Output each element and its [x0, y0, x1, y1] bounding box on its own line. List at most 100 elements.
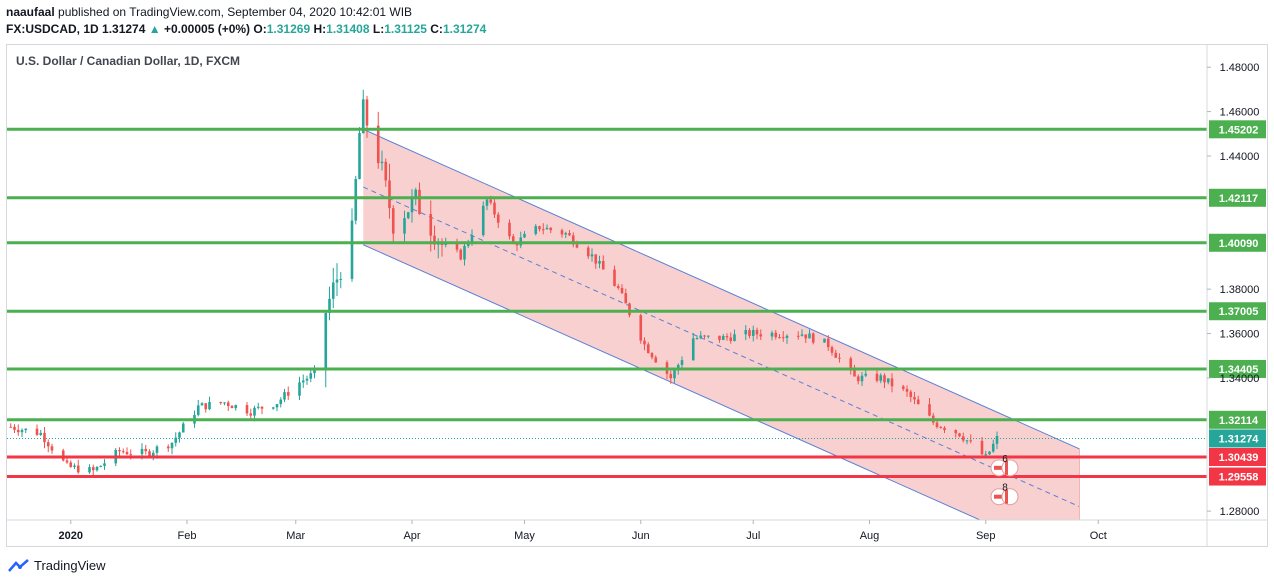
candle-body: [654, 357, 658, 363]
candle-body: [751, 329, 755, 336]
footer-brand[interactable]: TradingView: [34, 558, 106, 573]
candle-body: [639, 315, 643, 341]
level-price-label-6: 1.30439: [1219, 452, 1259, 464]
candle-body: [549, 227, 553, 231]
candle-body: [916, 399, 920, 405]
x-tick-label-6: Jul: [746, 530, 760, 542]
candle-body: [800, 334, 804, 336]
candle-body: [954, 430, 958, 434]
published-text: published on TradingView.com, September …: [58, 5, 413, 19]
candle-body: [875, 373, 879, 381]
candle-body: [283, 392, 286, 400]
candle-body: [226, 402, 230, 407]
candle-body: [838, 357, 841, 359]
candle-body: [125, 451, 129, 455]
candle-body: [260, 406, 264, 409]
candle-body: [691, 338, 695, 361]
y-tick-label-4: 1.36000: [1220, 329, 1260, 341]
candle-body: [271, 407, 275, 409]
close-label: C:: [430, 22, 443, 36]
candle-body: [249, 413, 253, 416]
candle-body: [174, 437, 178, 443]
candle-body: [853, 369, 856, 377]
candle-body: [99, 465, 103, 467]
level-price-label-bg-2: [1209, 233, 1266, 252]
candle-body: [826, 338, 830, 348]
low-value: 1.31125: [384, 22, 427, 36]
candle-body: [376, 125, 380, 164]
candle-body: [313, 369, 316, 374]
candle-body: [646, 344, 650, 354]
candle-body: [703, 335, 706, 337]
candle-body: [594, 254, 598, 264]
candle-body: [856, 376, 860, 382]
candle-body: [961, 436, 965, 441]
candle-body: [391, 208, 395, 234]
x-tick-label-5: Jun: [632, 530, 650, 542]
chart-pane[interactable]: [6, 44, 1268, 547]
candle-body: [571, 235, 575, 245]
x-tick-label-8: Sep: [976, 530, 996, 542]
candle-body: [695, 338, 699, 340]
canada-flag-band: [1005, 489, 1008, 504]
candle-body: [913, 397, 916, 400]
candle-body: [523, 233, 526, 238]
candle-body: [804, 334, 808, 339]
candle-body: [778, 337, 781, 339]
candle-body: [358, 133, 361, 180]
candle-body: [969, 440, 973, 442]
candle-body: [624, 293, 628, 304]
candle-body: [560, 230, 564, 235]
chart-header: naaufaal published on TradingView.com, S…: [6, 4, 486, 38]
candle-body: [718, 335, 721, 340]
change-arrow-icon: ▲: [148, 22, 161, 36]
candle-body: [643, 340, 646, 345]
candle-body: [534, 226, 538, 234]
candle-body: [61, 450, 65, 461]
level-price-label-bg-3: [1209, 302, 1266, 321]
event-count-0: 6: [1002, 454, 1008, 465]
candle-body: [991, 443, 995, 452]
candle-body: [721, 335, 725, 340]
candle-body: [755, 329, 759, 335]
candle-body: [909, 391, 913, 398]
publisher-name[interactable]: naaufaal: [6, 5, 55, 19]
candle-body: [680, 360, 684, 365]
candle-body: [935, 422, 939, 428]
candle-body: [744, 330, 748, 335]
candle-body: [481, 205, 485, 236]
tradingview-logo-icon[interactable]: [8, 558, 30, 573]
candle-body: [545, 227, 549, 230]
pane-title: U.S. Dollar / Canadian Dollar, 1D, FXCM: [16, 54, 241, 68]
candle-body: [541, 229, 545, 231]
level-price-label-bg-1: [1209, 188, 1266, 207]
level-price-label-bg-6: [1209, 447, 1266, 466]
candle-body: [995, 435, 999, 444]
x-tick-label-7: Aug: [860, 530, 880, 542]
candle-body: [729, 337, 733, 342]
candle-body: [140, 448, 144, 455]
candle-body: [414, 189, 418, 198]
canada-flag-band: [1005, 460, 1008, 475]
candle-body: [676, 364, 680, 370]
candle-body: [384, 161, 388, 181]
candle-body: [335, 279, 339, 283]
candle-body: [121, 451, 125, 453]
event-count-1: 8: [1002, 483, 1008, 494]
candle-body: [429, 214, 433, 236]
candle-body: [76, 465, 80, 473]
candle-body: [155, 446, 159, 453]
candle-body: [279, 399, 283, 405]
candle-body: [493, 202, 496, 215]
x-tick-label-3: Apr: [403, 530, 420, 542]
y-tick-label-0: 1.48000: [1220, 62, 1260, 74]
candle-body: [223, 402, 226, 404]
candle-body: [759, 334, 763, 337]
candle-body: [200, 403, 204, 406]
candle-body: [575, 244, 579, 248]
candle-body: [901, 386, 905, 389]
candle-body: [470, 235, 474, 242]
symbol-label[interactable]: FX:USDCAD, 1D: [6, 22, 99, 36]
candle-body: [275, 404, 279, 408]
